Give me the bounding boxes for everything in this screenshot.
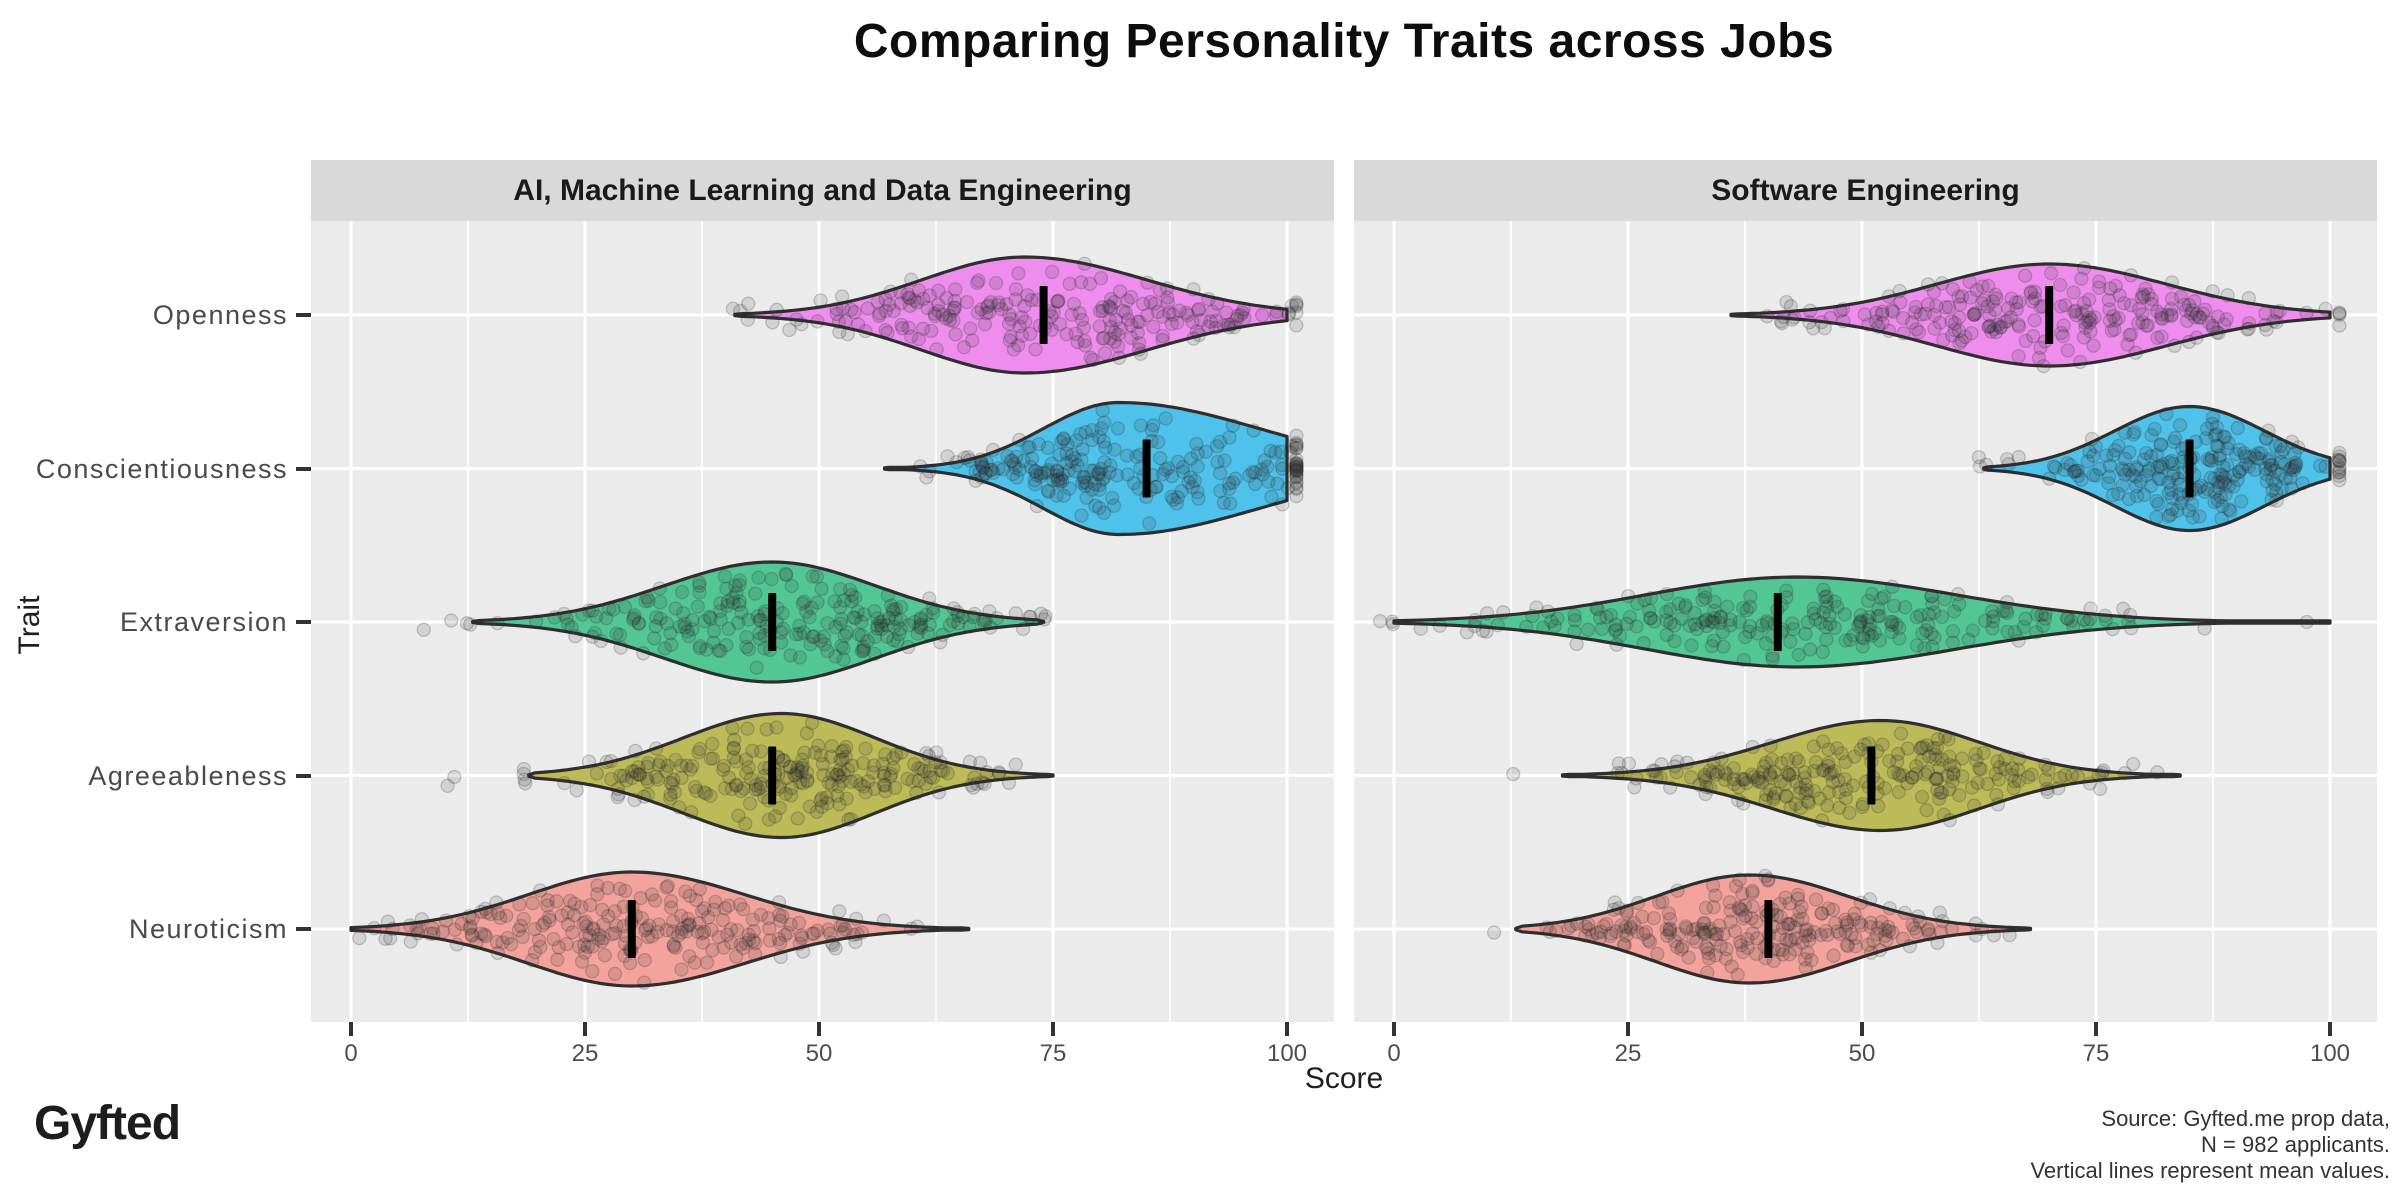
x-tick-label: 100 [2309, 1040, 2351, 1067]
source-line: N = 982 applicants. [2201, 1132, 2390, 1157]
y-axis-label-extraversion: Extraversion [119, 607, 288, 637]
mean-line-extraversion [1773, 593, 1782, 651]
x-axis-title: Score [1304, 1062, 1384, 1095]
mean-line-openness [2045, 286, 2054, 344]
jitter-points-agreeableness [440, 715, 1023, 831]
violin-neuroticism [1514, 873, 2033, 985]
jitter-points-conscientiousness [913, 403, 1304, 531]
violin-extraversion [1392, 575, 2332, 669]
mean-line-neuroticism [1764, 900, 1773, 958]
facet-strip-ai-ml-data-engineering: AI, Machine Learning and Data Engineerin… [311, 160, 1334, 221]
gyfted-logo: Gyfted [34, 1097, 181, 1150]
violin-agreeableness [527, 711, 1055, 840]
y-axis-label-neuroticism: Neuroticism [128, 914, 288, 944]
x-tick-mark [1392, 1022, 1396, 1036]
y-tick-mark [296, 773, 311, 778]
facet-strip-label: Software Engineering [1711, 173, 2020, 207]
violin-conscientiousness [882, 400, 1289, 537]
mean-line-conscientiousness [2185, 439, 2194, 498]
y-tick-mark [296, 620, 311, 624]
y-axis-title: Trait [13, 595, 46, 655]
mean-line-conscientiousness [1142, 439, 1151, 498]
plot-panel-ai-ml-data-engineering [311, 221, 1334, 1022]
x-tick-mark [1285, 1022, 1289, 1036]
violin-openness [733, 255, 1289, 375]
facet-strip-software-engineering: Software Engineering [1354, 160, 2377, 221]
chart-title: Comparing Personality Traits across Jobs [853, 15, 1835, 68]
x-tick-mark [1626, 1022, 1630, 1036]
source-line: Source: Gyfted.me prop data, [2101, 1106, 2390, 1131]
facet-strip-label: AI, Machine Learning and Data Engineerin… [513, 173, 1132, 207]
y-axis-label-agreeableness: Agreeableness [88, 760, 288, 791]
x-tick-label: 100 [1266, 1040, 1308, 1067]
jitter-points-extraversion [416, 566, 1053, 675]
source-line: Vertical lines represent mean values. [2030, 1158, 2390, 1183]
x-tick-mark [1051, 1022, 1055, 1036]
y-axis-label-openness: Openness [152, 300, 288, 330]
x-tick-label: 25 [571, 1040, 599, 1067]
plot-panel-software-engineering [1354, 221, 2377, 1022]
jitter-points-conscientiousness [1971, 406, 2347, 526]
x-tick-mark [349, 1022, 353, 1036]
violin-extraversion [471, 560, 1046, 684]
x-tick-mark [2094, 1022, 2098, 1036]
violin-neuroticism [349, 870, 971, 988]
mean-line-openness [1039, 286, 1048, 344]
source-note: Source: Gyfted.me prop data, N = 982 app… [2030, 1106, 2390, 1184]
mean-line-agreeableness [1867, 746, 1876, 805]
x-tick-label: 0 [1387, 1040, 1401, 1067]
x-tick-mark [1860, 1022, 1864, 1036]
y-tick-mark [296, 927, 311, 931]
jitter-points-openness [1759, 261, 2347, 374]
y-tick-mark [296, 313, 311, 317]
y-axis-label-conscientiousness: Conscientiousness [35, 453, 288, 484]
x-tick-mark [583, 1022, 587, 1036]
jitter-points-neuroticism [1486, 868, 2017, 982]
jitter-points-agreeableness [1506, 726, 2165, 828]
x-tick-label: 75 [2082, 1040, 2110, 1067]
x-tick-label: 0 [344, 1040, 358, 1067]
x-tick-mark [817, 1022, 821, 1036]
y-tick-mark [296, 466, 311, 471]
mean-line-extraversion [768, 593, 777, 651]
x-tick-label: 25 [1614, 1040, 1642, 1067]
jitter-points-extraversion [1372, 579, 2314, 668]
mean-line-agreeableness [768, 746, 777, 805]
x-tick-label: 50 [805, 1040, 833, 1067]
mean-line-neuroticism [627, 900, 636, 958]
x-tick-label: 75 [1039, 1040, 1067, 1067]
x-tick-label: 50 [1848, 1040, 1876, 1067]
x-tick-mark [2328, 1022, 2332, 1036]
violin-conscientiousness [1982, 404, 2332, 533]
violin-openness [1729, 262, 2332, 368]
